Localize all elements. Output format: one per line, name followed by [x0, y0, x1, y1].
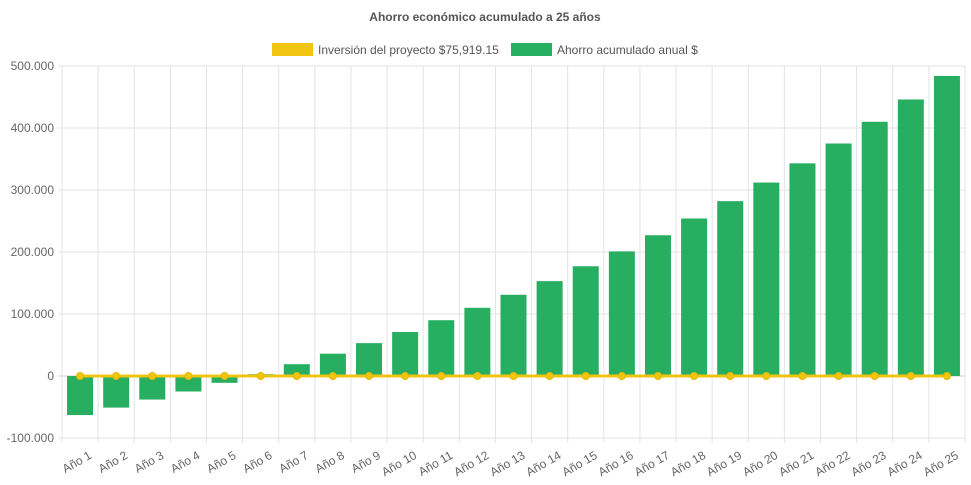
bar[interactable]	[428, 320, 455, 376]
x-tick-label: Año 6	[240, 448, 274, 476]
x-tick-label: Año 22	[813, 448, 853, 479]
bar[interactable]	[608, 251, 635, 376]
line-point[interactable]	[76, 372, 85, 380]
x-tick-label: Año 5	[204, 448, 238, 476]
y-tick-label: 400.000	[11, 121, 55, 135]
bar[interactable]	[717, 201, 744, 376]
line-point[interactable]	[256, 372, 265, 380]
bar[interactable]	[392, 331, 419, 376]
line-point[interactable]	[834, 372, 843, 380]
legend-label-line: Inversión del proyecto $75,919.15	[318, 43, 499, 57]
bar[interactable]	[175, 376, 202, 392]
bar[interactable]	[825, 143, 852, 377]
bar[interactable]	[572, 266, 599, 376]
x-tick-label: Año 17	[632, 448, 672, 479]
x-tick-label: Año 7	[277, 448, 311, 476]
bar[interactable]	[139, 376, 166, 400]
x-tick-label: Año 21	[776, 448, 816, 479]
line-point[interactable]	[292, 372, 301, 380]
line-point[interactable]	[365, 372, 374, 380]
bar[interactable]	[319, 353, 346, 376]
bar[interactable]	[464, 307, 491, 376]
x-tick-label: Año 9	[349, 448, 383, 476]
legend[interactable]: Inversión del proyecto $75,919.15 Ahorro…	[272, 43, 698, 57]
y-tick-label: -100.000	[7, 431, 55, 445]
x-tick-label: Año 20	[740, 448, 780, 479]
bar[interactable]	[500, 294, 527, 376]
line-point[interactable]	[726, 372, 735, 380]
bar-series	[67, 75, 960, 416]
bar[interactable]	[67, 376, 94, 416]
line-point[interactable]	[870, 372, 879, 380]
line-point[interactable]	[906, 372, 915, 380]
line-point[interactable]	[942, 372, 951, 380]
line-point[interactable]	[437, 372, 446, 380]
bar[interactable]	[644, 235, 671, 376]
bar[interactable]	[897, 99, 924, 376]
line-point[interactable]	[220, 372, 229, 380]
x-tick-label: Año 25	[921, 448, 961, 479]
x-tick-label: Año 24	[885, 448, 925, 479]
line-point[interactable]	[762, 372, 771, 380]
x-tick-label: Año 1	[60, 448, 94, 476]
x-tick-label: Año 11	[416, 448, 455, 479]
line-point[interactable]	[690, 372, 699, 380]
line-point[interactable]	[112, 372, 121, 380]
line-point[interactable]	[509, 372, 518, 380]
x-tick-label: Año 2	[96, 448, 130, 476]
line-point[interactable]	[184, 372, 193, 380]
y-tick-label: 500.000	[11, 59, 55, 73]
legend-item-bar[interactable]: Ahorro acumulado anual $	[511, 43, 698, 57]
x-tick-label: Año 8	[313, 448, 347, 476]
x-tick-label: Año 18	[668, 448, 708, 479]
x-tick-label: Año 4	[168, 448, 202, 476]
x-tick-label: Año 13	[487, 448, 527, 479]
bar[interactable]	[933, 75, 960, 377]
chart-title: Ahorro económico acumulado a 25 años	[369, 10, 601, 24]
bar[interactable]	[861, 121, 888, 376]
bar[interactable]	[789, 163, 816, 376]
legend-item-line[interactable]: Inversión del proyecto $75,919.15	[272, 43, 499, 57]
line-point[interactable]	[581, 372, 590, 380]
y-axis: 500.000 400.000 300.000 200.000 100.000 0 -100…	[7, 59, 55, 445]
bar[interactable]	[536, 281, 563, 376]
line-point[interactable]	[401, 372, 410, 380]
line-point[interactable]	[328, 372, 337, 380]
line-point[interactable]	[798, 372, 807, 380]
x-tick-label: Año 12	[451, 448, 491, 479]
y-tick-label: 100.000	[11, 307, 55, 321]
y-tick-label: 0	[47, 369, 54, 383]
legend-label-bar: Ahorro acumulado anual $	[557, 43, 698, 57]
bar[interactable]	[356, 343, 383, 376]
legend-swatch-bar	[511, 43, 552, 56]
legend-swatch-line	[272, 43, 313, 56]
y-tick-label: 300.000	[11, 183, 55, 197]
x-tick-label: Año 14	[524, 448, 564, 479]
x-tick-label: Año 10	[379, 448, 419, 479]
line-point[interactable]	[148, 372, 157, 380]
y-tick-label: 200.000	[11, 245, 55, 259]
x-tick-label: Año 16	[596, 448, 636, 479]
x-tick-label: Año 3	[132, 448, 166, 476]
line-point[interactable]	[653, 372, 662, 380]
bar[interactable]	[681, 218, 708, 376]
bar[interactable]	[103, 376, 130, 408]
bar[interactable]	[283, 364, 310, 376]
line-point[interactable]	[617, 372, 626, 380]
line-point[interactable]	[545, 372, 554, 380]
line-series	[76, 372, 951, 380]
x-tick-label: Año 15	[560, 448, 600, 479]
x-tick-label: Año 23	[849, 448, 889, 479]
bar[interactable]	[753, 182, 780, 376]
x-tick-label: Año 19	[704, 448, 744, 479]
line-point[interactable]	[473, 372, 482, 380]
x-axis: Año 1 Año 2 Año 3 Año 4 Año 5 Año 6 Año 7 Año 8…	[60, 448, 961, 479]
